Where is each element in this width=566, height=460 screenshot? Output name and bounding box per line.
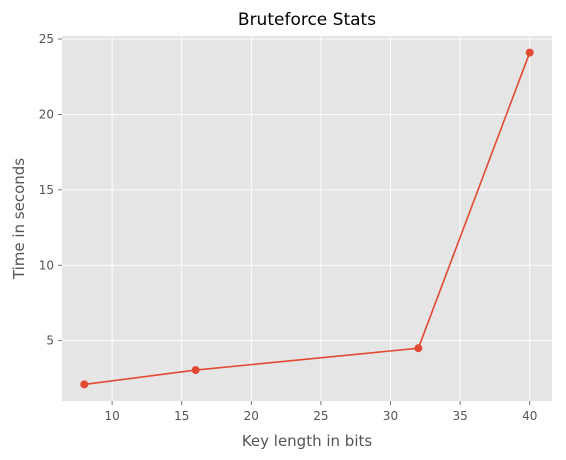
y-tick-label: 15 (39, 183, 54, 197)
tick-labels: 10 15 20 25 30 35 40 5 10 15 20 25 (39, 32, 538, 423)
grid-lines (62, 36, 552, 401)
data-point (525, 48, 534, 57)
y-tick-label: 20 (39, 107, 54, 121)
x-tick-label: 10 (104, 409, 119, 423)
y-axis-label: Time in seconds (10, 158, 28, 280)
x-tick-label: 40 (522, 409, 537, 423)
chart-title: Bruteforce Stats (238, 10, 376, 30)
series-layer (80, 48, 534, 389)
series-line (84, 52, 531, 386)
x-tick-label: 20 (244, 409, 259, 423)
x-axis-label: Key length in bits (242, 432, 373, 450)
data-point (414, 344, 423, 353)
y-tick-label: 25 (39, 32, 54, 46)
x-tick-label: 35 (452, 409, 467, 423)
data-point (80, 380, 89, 389)
data-point (191, 366, 200, 375)
y-tick-label: 10 (39, 258, 54, 272)
y-tick-label: 5 (46, 334, 54, 348)
x-tick-label: 15 (174, 409, 189, 423)
x-tick-label: 25 (313, 409, 328, 423)
x-tick-label: 30 (383, 409, 398, 423)
plot-area (62, 36, 552, 401)
